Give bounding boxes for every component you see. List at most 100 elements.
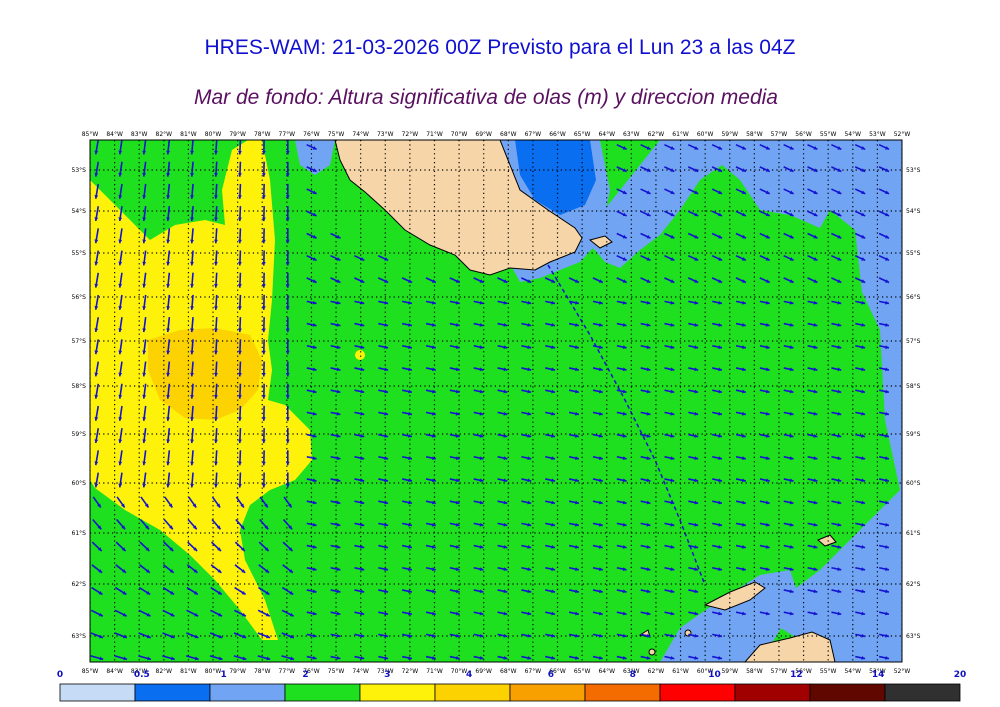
direction-arrow-head [408, 500, 412, 505]
direction-arrow-head [336, 633, 341, 638]
direction-arrow-head [646, 500, 651, 505]
direction-arrow-head [169, 525, 173, 530]
direction-arrow-head [360, 345, 365, 349]
direction-arrow-head [455, 456, 460, 460]
direction-arrow-head [97, 547, 102, 552]
longitude-labels-top: 85°W 84°W 83°W 82°W 81°W 80°W 79°W 78°W 77°W 76°W… [82, 131, 911, 138]
direction-arrow-head [813, 589, 818, 594]
direction-arrow-head [285, 150, 290, 155]
direction-arrow-head [214, 461, 218, 466]
direction-arrow-head [718, 500, 722, 505]
colorbar-label: 20 [954, 670, 967, 680]
direction-arrow-head [261, 261, 266, 266]
longitude-label: 81°W [180, 131, 197, 138]
direction-arrow-head [575, 300, 579, 305]
direction-arrow-head [646, 367, 651, 372]
direction-arrow-head [694, 567, 699, 571]
longitude-label: 61°W [672, 131, 689, 138]
direction-arrow-head [142, 483, 147, 488]
direction-arrow-head [765, 545, 770, 549]
direction-arrow-head [861, 611, 866, 616]
direction-arrow-head [861, 434, 866, 438]
direction-arrow-head [194, 634, 199, 639]
direction-arrow-head [479, 633, 484, 638]
longitude-label: 58°W [746, 668, 763, 675]
direction-arrow-head [765, 146, 770, 150]
direction-arrow-head [574, 279, 579, 283]
direction-arrow-head [190, 395, 194, 399]
direction-arrow-head [312, 257, 317, 261]
longitude-label: 73°W [377, 131, 394, 138]
direction-arrow-head [408, 522, 412, 527]
direction-arrow-head [431, 434, 436, 438]
longitude-label: 56°W [795, 131, 812, 138]
colorbar-label: 10 [708, 670, 721, 680]
direction-arrow-head [121, 547, 126, 552]
direction-arrow-head [503, 500, 508, 505]
direction-arrow-head [861, 168, 866, 172]
direction-arrow-head [718, 656, 722, 660]
direction-arrow-head [336, 500, 341, 505]
direction-arrow-head [214, 217, 218, 222]
longitude-label: 63°W [623, 131, 640, 138]
land-islet-4 [648, 648, 656, 656]
direction-arrow-head [94, 239, 99, 244]
direction-arrow-head [718, 389, 722, 394]
direction-arrow-head [142, 217, 147, 222]
direction-arrow-head [238, 395, 242, 399]
direction-arrow-head [622, 656, 627, 660]
direction-arrow-head [408, 279, 413, 283]
latitude-labels-right: 53°S 54°S 55°S 56°S 57°S 58°S 59°S 60°S 61°S 62°S… [906, 167, 921, 640]
land-antarctic-peninsula [744, 631, 836, 662]
direction-arrow-head [118, 461, 123, 466]
direction-arrow-head [885, 656, 889, 660]
direction-arrow-head [551, 545, 556, 549]
direction-arrow-head [118, 261, 123, 266]
direction-arrow-head [765, 279, 770, 283]
direction-arrow-head [765, 367, 770, 372]
direction-arrow-head [598, 456, 603, 460]
direction-arrow-head [122, 590, 127, 595]
direction-arrow-head [575, 656, 579, 660]
longitude-label: 60°W [697, 668, 714, 675]
direction-arrow-head [479, 567, 484, 571]
latitude-label: 58°S [72, 383, 87, 390]
direction-arrow-head [503, 589, 508, 594]
direction-arrow-head [694, 656, 699, 660]
direction-arrow-head [431, 323, 436, 327]
direction-arrow-head [360, 500, 365, 505]
direction-arrow-head [527, 345, 532, 349]
latitude-label: 60°S [72, 480, 87, 487]
direction-arrow-head [431, 611, 436, 616]
colorbar-swatch [509, 683, 586, 702]
direction-arrow-head [431, 411, 436, 416]
direction-arrow-head [813, 212, 818, 217]
direction-arrow-head [408, 656, 412, 660]
direction-arrow-head [238, 261, 242, 266]
direction-arrow-head [670, 389, 675, 394]
colorbar-label: 14 [872, 670, 885, 680]
direction-arrow-head [218, 612, 223, 617]
direction-arrow-head [765, 190, 770, 194]
direction-arrow-head [312, 589, 317, 594]
direction-arrow-head [622, 522, 627, 527]
direction-arrow-head [694, 478, 699, 483]
direction-arrow-head [238, 483, 242, 488]
direction-arrow-head [837, 190, 842, 194]
colorbar-label: 0 [57, 670, 63, 680]
direction-arrow-head [885, 190, 890, 194]
direction-arrow-head [885, 323, 889, 327]
wave-direction-arrows [90, 140, 890, 661]
direction-arrow-head [646, 545, 651, 549]
direction-arrow-head [384, 500, 389, 505]
direction-arrow-head [166, 461, 171, 466]
direction-arrow-head [94, 417, 99, 421]
direction-arrow-head [455, 611, 460, 616]
direction-arrow-head [718, 411, 722, 416]
direction-arrow-head [384, 279, 389, 283]
latitude-label: 59°S [72, 431, 87, 438]
direction-arrow-head [479, 500, 484, 505]
colorbar-label: 4 [466, 670, 472, 680]
longitude-label: 61°W [672, 668, 689, 675]
direction-arrow-head [384, 456, 389, 460]
